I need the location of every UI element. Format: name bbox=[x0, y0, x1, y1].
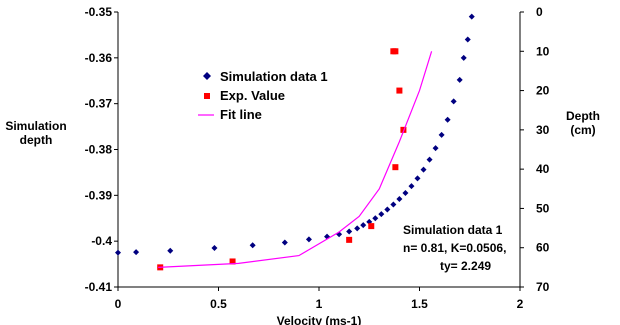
exp-value-point bbox=[392, 48, 399, 55]
legend-label-simulation: Simulation data 1 bbox=[220, 69, 328, 84]
x-tick-label: 0 bbox=[115, 297, 122, 311]
y2lab-line: Depth bbox=[566, 109, 600, 123]
y2-tick-label: 10 bbox=[536, 44, 550, 58]
y-tick-label: -0.4 bbox=[91, 234, 112, 248]
simulation-point bbox=[360, 222, 367, 229]
x-tick-label: 0.5 bbox=[210, 297, 227, 311]
simulation-point bbox=[426, 156, 433, 163]
y2-tick-label: 70 bbox=[536, 280, 550, 294]
simulation-point bbox=[211, 245, 218, 252]
simulation-point bbox=[133, 249, 140, 256]
y2-tick-label: 0 bbox=[536, 5, 543, 19]
exp-value-point bbox=[392, 164, 399, 171]
data-marks bbox=[115, 13, 475, 271]
simulation-point bbox=[372, 215, 379, 222]
simulation-point bbox=[464, 36, 471, 43]
simulation-point bbox=[444, 116, 451, 123]
simulation-point bbox=[249, 242, 256, 249]
exp-value-point bbox=[396, 87, 403, 94]
annotation-line-3: ty= 2.249 bbox=[440, 259, 491, 273]
simulation-point bbox=[167, 247, 174, 254]
exp-value-point bbox=[229, 258, 236, 265]
simulation-point bbox=[281, 239, 288, 246]
simulation-point bbox=[396, 196, 403, 202]
simulation-point bbox=[432, 145, 439, 152]
simulation-point bbox=[384, 206, 391, 213]
simulation-point bbox=[354, 225, 361, 232]
y-tick-label: -0.35 bbox=[85, 5, 113, 19]
legend-marker-simulation bbox=[203, 72, 211, 80]
y-tick-label: -0.36 bbox=[85, 51, 113, 65]
simulation-point bbox=[408, 183, 415, 190]
simulation-point bbox=[378, 211, 385, 218]
ylab-line: depth bbox=[20, 133, 53, 147]
simulation-point bbox=[438, 131, 445, 138]
y2-tick-label: 30 bbox=[536, 123, 550, 137]
y2-axis-title: Depth (cm) bbox=[566, 109, 600, 137]
simulation-point bbox=[305, 236, 312, 243]
legend-marker-exp bbox=[204, 93, 210, 99]
legend-label-fit: Fit line bbox=[220, 107, 262, 122]
fit-line bbox=[158, 51, 433, 268]
legend: Simulation data 1 Exp. Value Fit line bbox=[198, 69, 328, 122]
y-tick-label: -0.41 bbox=[85, 280, 113, 294]
simulation-point bbox=[414, 175, 421, 182]
annotation: Simulation data 1 n= 0.81, K=0.0506, ty=… bbox=[403, 223, 506, 273]
simulation-point bbox=[115, 249, 121, 256]
x-tick-label: 1 bbox=[316, 297, 323, 311]
y2-tick-label: 40 bbox=[536, 162, 550, 176]
simulation-point bbox=[456, 76, 463, 83]
y-tick-label: -0.37 bbox=[85, 97, 113, 111]
simulation-point bbox=[468, 13, 475, 20]
plot-area: 0 0.5 1 1.5 2 -0.35 -0.36 -0.37 -0.38 -0.39 -0.4 -0… bbox=[85, 5, 550, 311]
y-tick-label: -0.39 bbox=[85, 188, 113, 202]
simulation-point bbox=[450, 98, 457, 105]
legend-label-exp: Exp. Value bbox=[220, 88, 285, 103]
y-axis-title: Simulation depth bbox=[5, 119, 66, 147]
annotation-line-2: n= 0.81, K=0.0506, bbox=[403, 241, 506, 255]
simulation-point bbox=[460, 54, 467, 61]
simulation-point bbox=[420, 166, 427, 173]
exp-value-point bbox=[368, 223, 375, 230]
x-tick-label: 1.5 bbox=[411, 297, 428, 311]
annotation-line-1: Simulation data 1 bbox=[403, 223, 503, 237]
y2-tick-label: 50 bbox=[536, 201, 550, 215]
exp-value-point bbox=[346, 236, 353, 243]
y2-tick-label: 20 bbox=[536, 84, 550, 98]
simulation-point bbox=[402, 190, 409, 197]
y2-tick-label: 60 bbox=[536, 241, 550, 255]
y-tick-label: -0.38 bbox=[85, 143, 113, 157]
ylab-line: Simulation bbox=[5, 119, 66, 133]
x-axis-title: Velocity (ms-1) bbox=[277, 314, 362, 325]
simulation-point bbox=[390, 201, 397, 208]
simulation-point bbox=[346, 228, 353, 235]
y2lab-line: (cm) bbox=[570, 123, 595, 137]
axis-ticks: 0 0.5 1 1.5 2 -0.35 -0.36 -0.37 -0.38 -0.39 -0.4 -0… bbox=[85, 5, 550, 311]
x-tick-label: 2 bbox=[517, 297, 524, 311]
